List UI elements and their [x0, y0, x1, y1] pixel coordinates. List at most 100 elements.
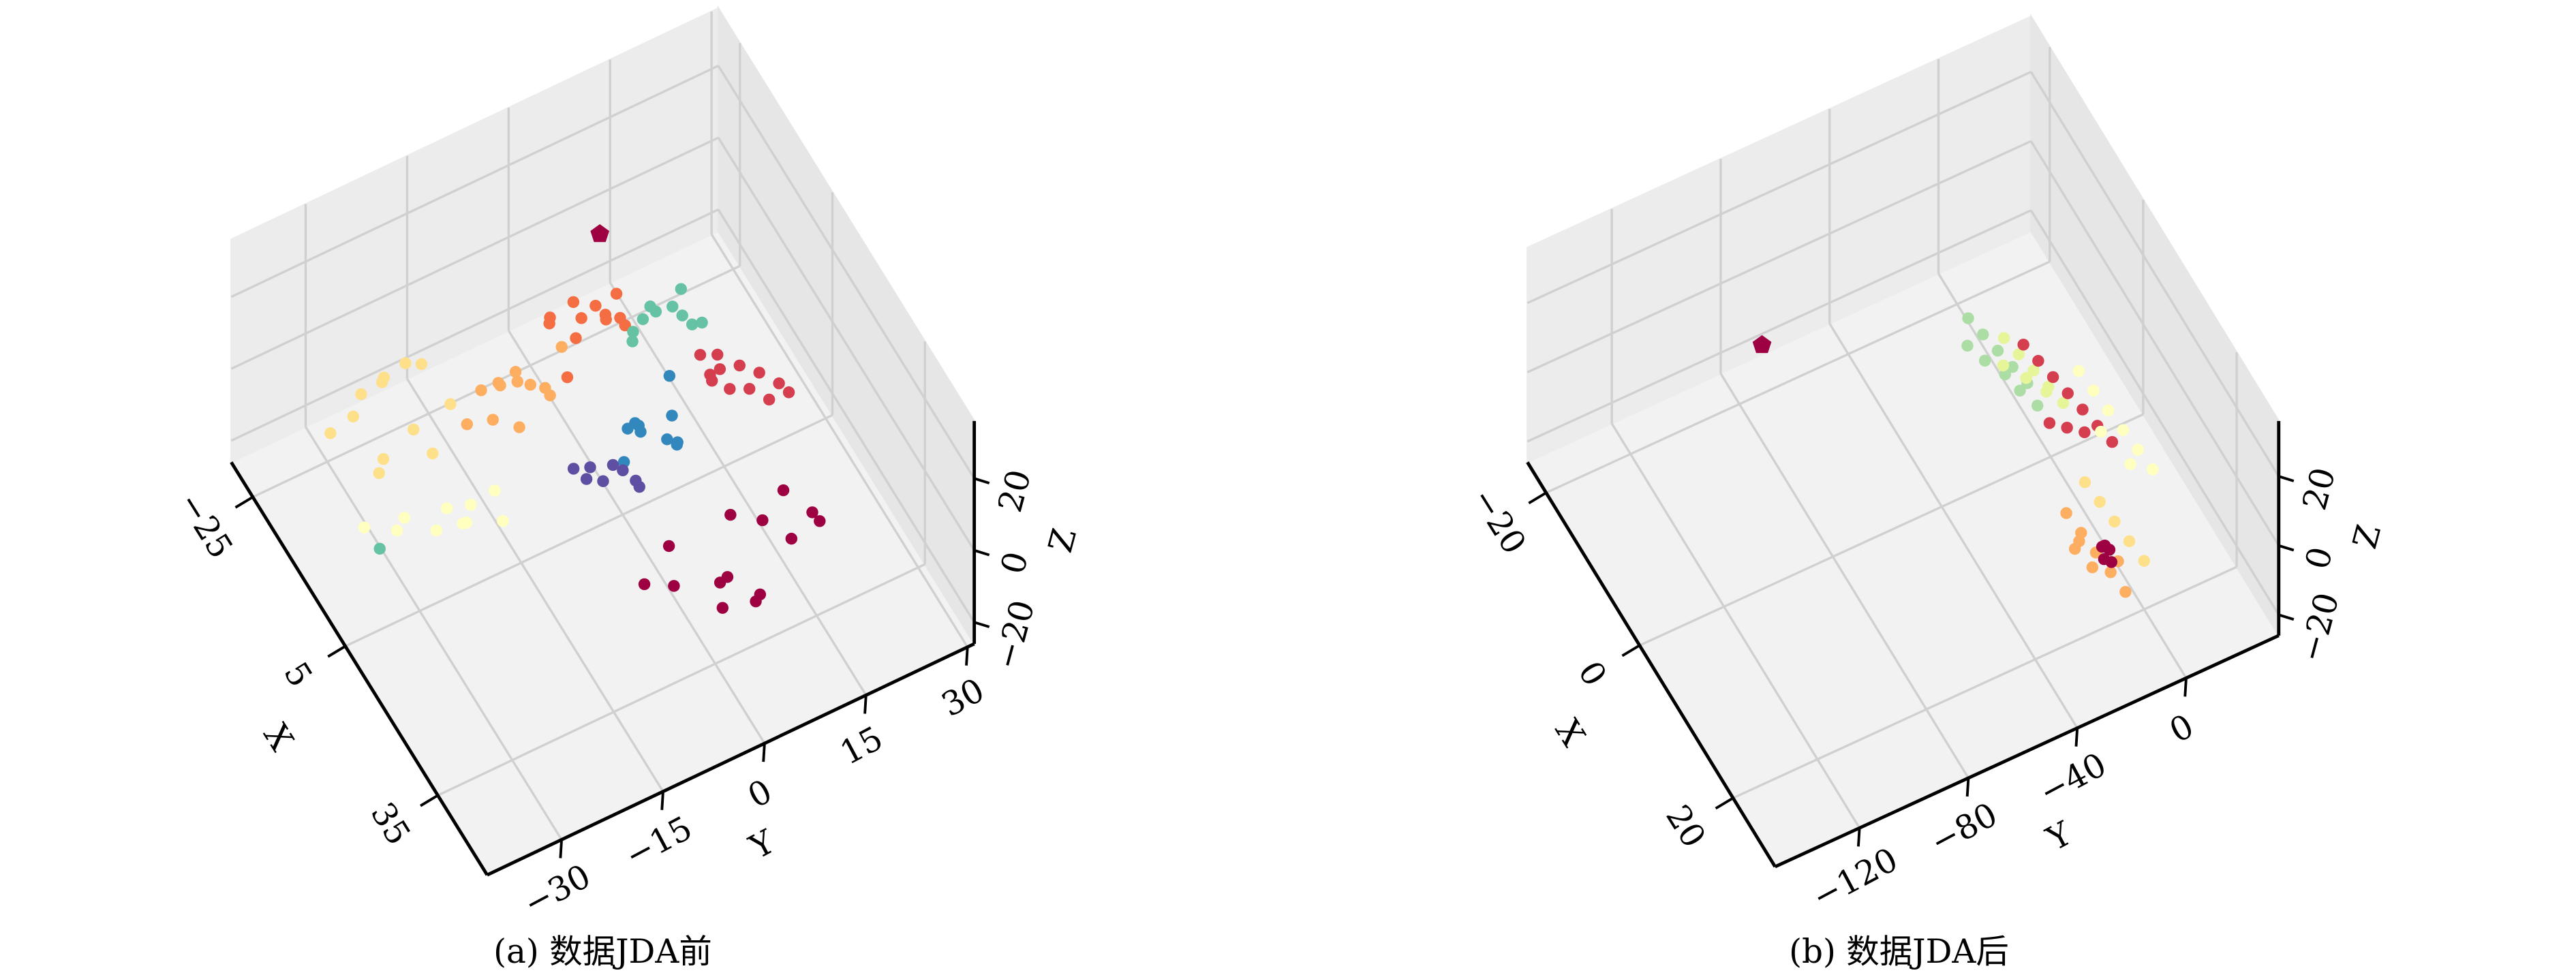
panel: −25 5 35 −30 −15 0 15 30−20 0 20 X Y Z (a) 数据JDA前 — [170, 5, 1084, 971]
point — [513, 421, 525, 433]
point — [2095, 425, 2107, 438]
point — [2061, 421, 2073, 434]
point — [649, 305, 662, 318]
x-tick-label: 20 — [1658, 799, 1713, 854]
point — [2043, 417, 2056, 429]
point — [714, 363, 726, 375]
point — [753, 367, 765, 379]
point — [724, 383, 736, 395]
point — [355, 388, 367, 401]
point — [662, 540, 675, 553]
grid-line — [710, 234, 969, 648]
point — [440, 502, 453, 514]
point — [2079, 426, 2091, 439]
point — [2086, 561, 2099, 574]
grid-line — [1527, 209, 2032, 443]
point — [626, 335, 639, 347]
caption: (a) 数据JDA前 — [493, 933, 712, 971]
grid-line — [305, 426, 563, 841]
point — [614, 311, 626, 324]
point — [494, 379, 506, 392]
point — [600, 313, 612, 326]
point — [617, 464, 629, 477]
point — [597, 475, 609, 487]
point — [607, 459, 619, 471]
point — [2138, 555, 2150, 567]
tick-mark — [1715, 796, 1734, 810]
point — [1977, 328, 1989, 341]
point — [661, 433, 673, 446]
point — [489, 484, 501, 497]
point — [724, 508, 737, 521]
grid-line — [1719, 373, 1969, 779]
point — [590, 224, 610, 243]
point — [511, 375, 524, 388]
point — [487, 414, 499, 426]
tick-mark — [1528, 491, 1547, 505]
point — [2012, 348, 2025, 360]
y-tick-label: 0 — [2164, 707, 2201, 751]
point — [743, 382, 756, 395]
y-tick-label: 30 — [936, 671, 991, 724]
point — [714, 576, 726, 589]
z-tick-label: 20 — [991, 466, 1039, 516]
point — [2098, 553, 2111, 566]
point — [666, 409, 678, 422]
point — [716, 602, 729, 614]
grid-line — [2029, 140, 2280, 546]
y-tick-label: −40 — [2033, 745, 2113, 811]
tick-mark — [327, 645, 346, 658]
point — [777, 484, 790, 497]
tick-mark — [2278, 544, 2295, 552]
point — [1999, 368, 2012, 381]
x-tick-label: 0 — [1570, 655, 1614, 693]
point — [2046, 371, 2059, 384]
grid-line — [609, 281, 868, 696]
point — [1978, 354, 1991, 367]
point — [2087, 384, 2100, 397]
point — [2014, 384, 2026, 397]
point — [668, 580, 680, 592]
point — [2109, 515, 2121, 528]
x-tick-label: 5 — [276, 655, 320, 694]
point — [806, 506, 818, 519]
point — [2017, 339, 2029, 351]
point — [705, 375, 718, 387]
tick-mark — [974, 548, 990, 557]
tick-mark — [863, 695, 868, 714]
point — [555, 341, 568, 353]
grid-line — [2029, 209, 2280, 616]
grid-line — [1527, 70, 2032, 305]
point — [430, 524, 443, 537]
point — [610, 288, 623, 300]
point — [2061, 387, 2074, 399]
caption: (b) 数据JDA后 — [1789, 933, 2009, 971]
z-tick-label: 0 — [2298, 543, 2340, 573]
grid-line — [717, 137, 976, 551]
panel: −20 0 20 −120 −80 −40 0 −20 0 20 X Y Z (b) 数据JDA后 — [1464, 13, 2389, 971]
grid-line — [717, 208, 976, 623]
tick-mark — [234, 495, 254, 509]
tick-mark — [1965, 777, 1970, 797]
grid-line — [344, 414, 833, 647]
point — [638, 578, 651, 591]
point — [756, 514, 769, 527]
point — [2106, 435, 2119, 448]
point — [524, 378, 536, 391]
point — [570, 332, 582, 345]
point — [1997, 359, 2010, 372]
point — [666, 300, 679, 313]
point — [785, 532, 798, 545]
point — [663, 369, 676, 382]
point — [465, 499, 477, 511]
point — [1962, 312, 1974, 324]
x-tick-label: 35 — [363, 796, 418, 852]
point — [475, 384, 487, 397]
tick-mark — [2278, 475, 2295, 482]
point — [460, 516, 473, 529]
point — [633, 480, 645, 493]
point — [627, 326, 639, 338]
point — [584, 461, 596, 474]
point — [696, 316, 708, 329]
